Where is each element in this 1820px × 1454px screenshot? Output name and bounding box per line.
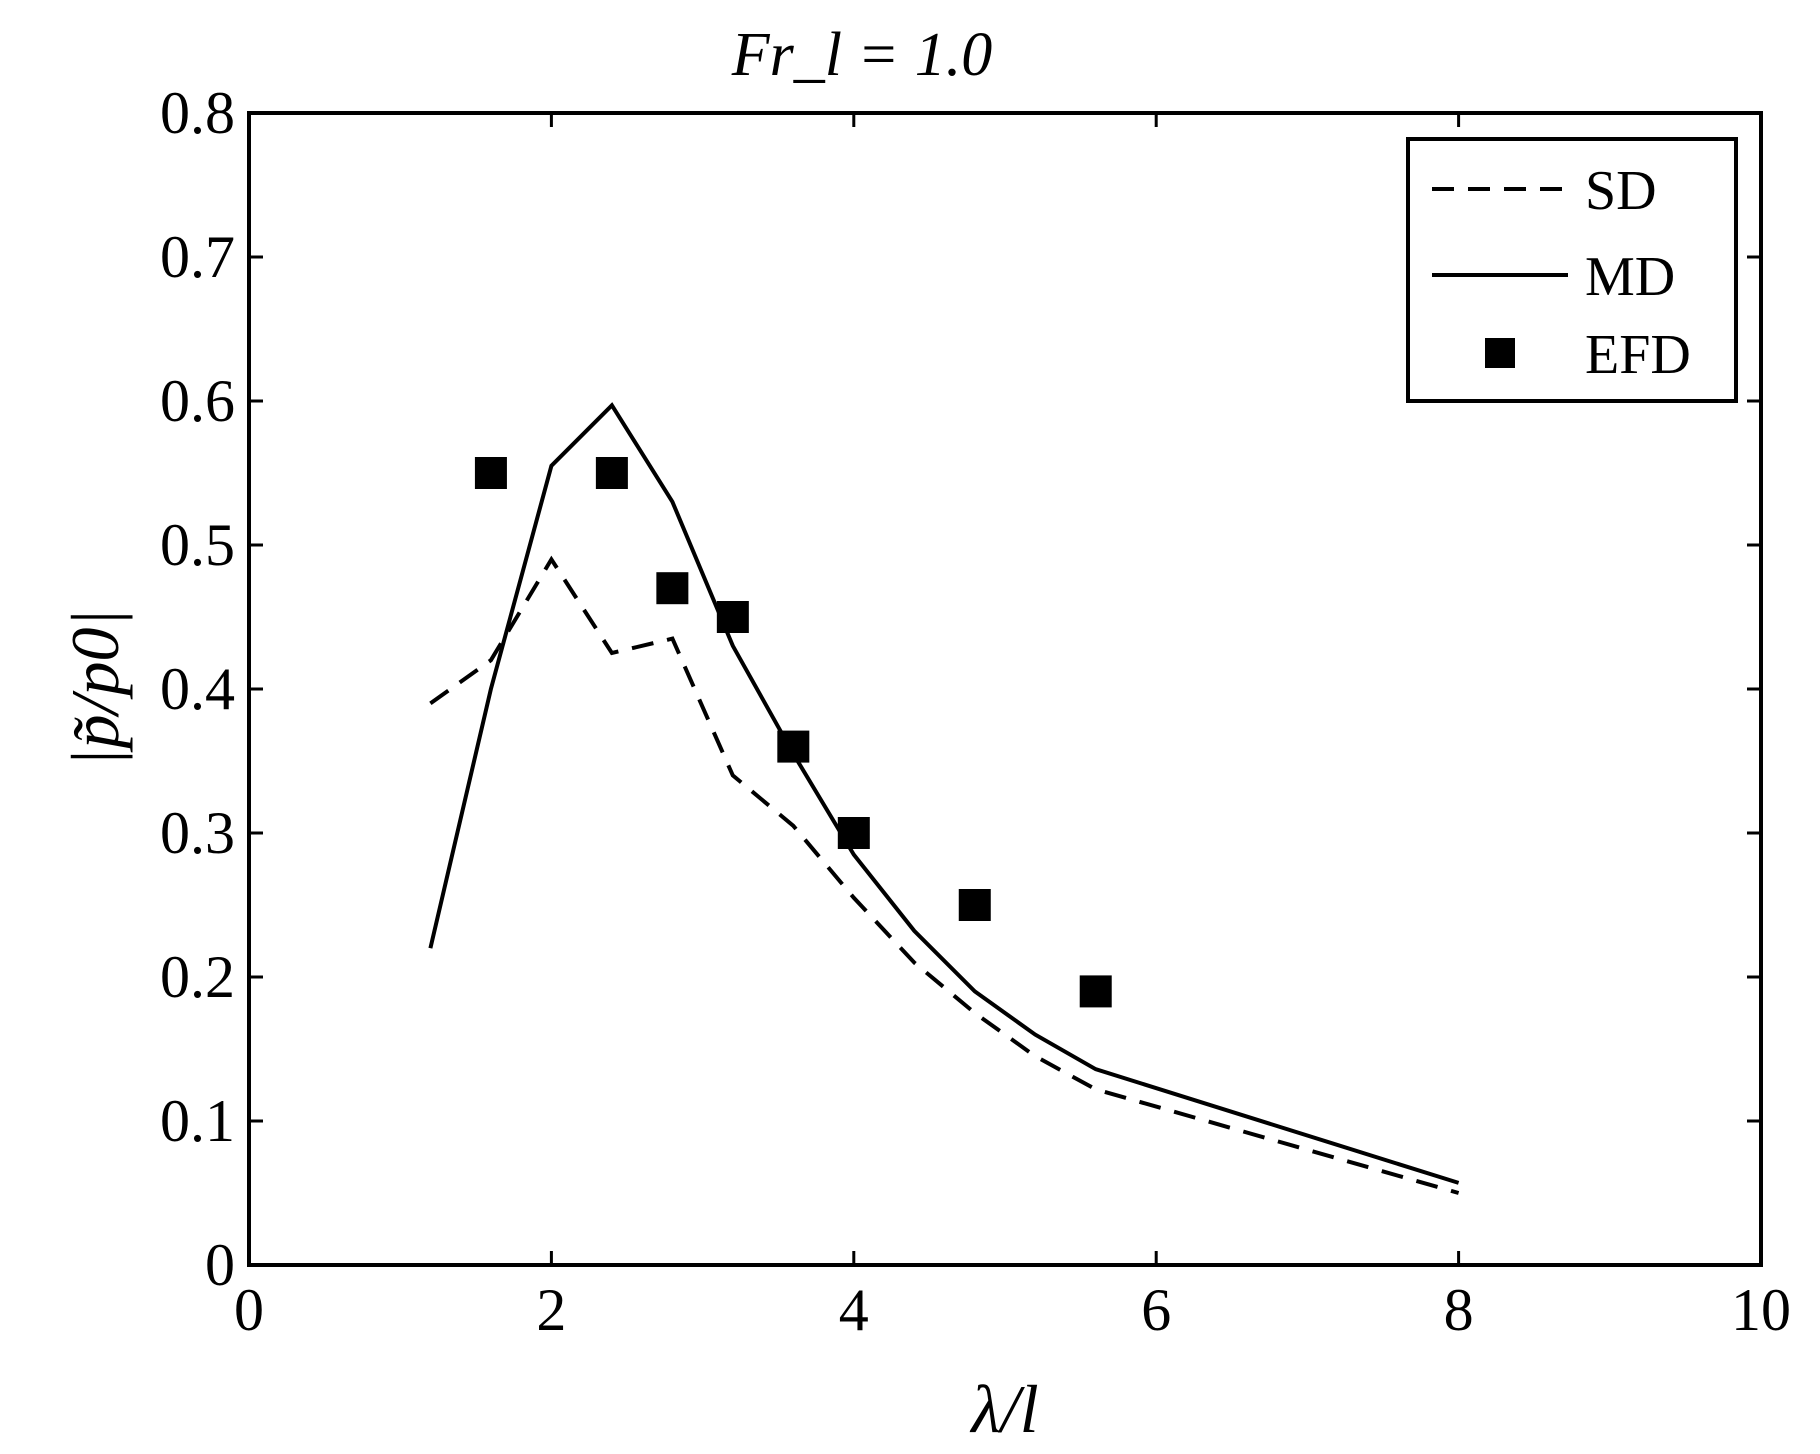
legend-label-md: MD [1585,246,1675,308]
x-tick-label: 4 [839,1277,869,1343]
y-tick-label: 0.2 [160,944,235,1010]
x-tick-label: 10 [1731,1277,1791,1343]
y-tick-label: 0.5 [160,512,235,578]
axis-ticks: 0 2 4 6 8 10 0 0.1 0.2 0.3 0.4 0.5 0.6 0.7 0.8 [160,80,1791,1343]
efd-point [777,730,810,763]
x-tick-label: 0 [234,1277,264,1343]
efd-point [837,817,870,849]
efd-point [656,572,689,605]
y-tick-label: 0.4 [160,656,235,722]
y-tick-label: 0.1 [160,1088,235,1154]
efd-point [1079,975,1112,1008]
y-tick-label: 0.6 [160,368,235,434]
legend-marker-efd [1485,338,1515,368]
efd-point [474,457,507,489]
chart-title: Fr_l = 1.0 [731,21,993,89]
series-line-sd [429,555,1460,1195]
efd-point [716,601,749,633]
y-tick-label: 0.8 [160,80,235,146]
legend: SD MD EFD [1406,137,1738,403]
series-line-md [428,402,1460,1185]
x-tick-label: 6 [1141,1277,1171,1343]
plot-area [428,402,1460,1195]
legend-box [1406,137,1738,403]
efd-point [958,889,991,921]
legend-label-sd: SD [1585,160,1657,222]
y-axis-label: |p̃/p0| [57,609,133,767]
y-tick-label: 0 [205,1232,235,1298]
efd-point [595,457,628,489]
legend-label-efd: EFD [1585,324,1691,386]
y-tick-label: 0.3 [160,800,235,866]
x-tick-label: 2 [536,1277,566,1343]
x-tick-label: 8 [1444,1277,1474,1343]
x-axis-label: λ/l [969,1371,1038,1447]
y-tick-label: 0.7 [160,224,235,290]
